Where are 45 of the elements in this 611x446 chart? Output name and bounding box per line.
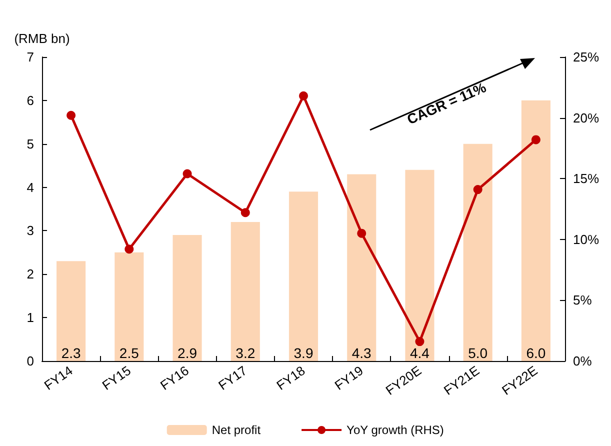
y-tick-label: 4 <box>26 180 34 195</box>
data-label: 4.3 <box>352 345 372 361</box>
data-label: 5.0 <box>468 345 488 361</box>
legend-label: Net profit <box>212 423 262 437</box>
point <box>415 337 424 346</box>
data-label: 3.2 <box>236 345 256 361</box>
y2-tick-label: 20% <box>573 110 600 126</box>
bar <box>114 252 144 361</box>
y2-tick-label: 25% <box>573 50 600 64</box>
point <box>531 135 540 144</box>
point <box>66 110 76 120</box>
bar <box>521 100 550 361</box>
bar <box>463 144 492 361</box>
bar <box>230 222 260 361</box>
point <box>182 169 192 178</box>
data-label: 2.9 <box>178 345 198 361</box>
bar <box>172 235 202 361</box>
y-tick-label: 0 <box>26 354 34 368</box>
data-label: 2.3 <box>61 345 81 361</box>
y2-tick-label: 0% <box>573 354 592 368</box>
point <box>357 228 366 238</box>
data-label: 4.4 <box>410 345 430 361</box>
annotation: CAGR = 11% <box>404 78 489 128</box>
y-tick-label: 5 <box>26 136 34 152</box>
legend-label: YoY growth (RHS) <box>346 423 444 437</box>
y-axis-title: (RMB bn) <box>14 31 70 46</box>
bar <box>56 261 86 361</box>
data-label: 6.0 <box>526 345 546 361</box>
data-label: 2.5 <box>119 345 140 361</box>
bar <box>347 174 376 361</box>
y2-tick-label: 15% <box>573 171 600 186</box>
bar <box>405 170 434 361</box>
y-tick-label: 6 <box>26 92 34 108</box>
y-tick-label: 3 <box>26 223 34 238</box>
y2-tick-label: 5% <box>573 292 592 308</box>
point <box>299 91 308 100</box>
y-tick-label: 7 <box>26 50 34 64</box>
bar <box>288 192 318 361</box>
y2-tick-label: 10% <box>573 232 600 247</box>
point <box>124 244 134 254</box>
point <box>473 185 482 194</box>
point <box>240 208 250 218</box>
y-tick-label: 2 <box>26 266 34 282</box>
data-label: 3.9 <box>294 345 314 361</box>
y-tick-label: 1 <box>26 310 34 326</box>
